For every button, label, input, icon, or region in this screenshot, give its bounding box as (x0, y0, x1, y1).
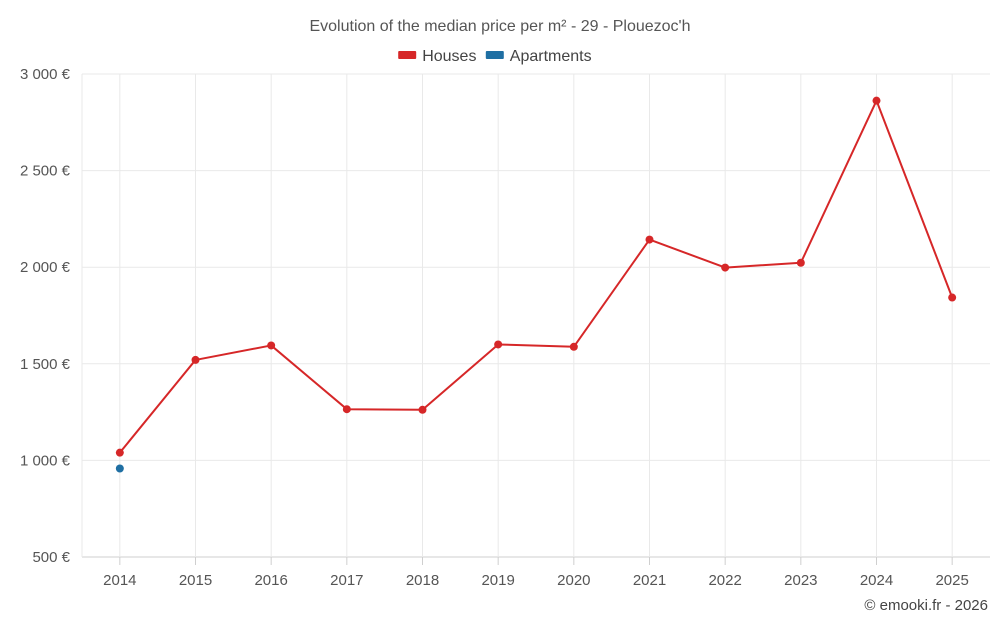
data-point-houses (191, 355, 200, 364)
legend-label-apartments: Apartments (510, 48, 592, 65)
y-tick-label: 1 500 € (20, 356, 71, 373)
data-point-houses (872, 96, 881, 105)
x-axis: 2014 2015 2016 2017 2018 2019 2020 2021 2022 2023… (103, 557, 969, 589)
y-tick-label: 3 000 € (20, 66, 71, 83)
y-tick-label: 2 000 € (20, 259, 71, 276)
data-point-houses (569, 342, 578, 351)
y-tick-label: 500 € (32, 549, 70, 566)
x-tick-label: 2018 (406, 572, 439, 589)
x-tick-label: 2019 (481, 572, 514, 589)
x-tick-label: 2021 (633, 572, 666, 589)
x-tick-label: 2014 (103, 572, 136, 589)
grid (81, 73, 990, 558)
legend-swatch-houses (398, 51, 417, 59)
legend-swatch-apartments (485, 51, 504, 59)
data-point-houses (645, 235, 654, 244)
data-point-houses (796, 258, 805, 267)
series-layer (115, 96, 957, 473)
data-point-houses (948, 293, 957, 302)
x-tick-label: 2017 (330, 572, 363, 589)
x-tick-label: 2025 (935, 572, 968, 589)
x-tick-label: 2022 (708, 572, 741, 589)
data-point-houses (267, 341, 276, 350)
chart-title: Evolution of the median price per m² - 2… (309, 18, 690, 35)
data-point-houses (342, 405, 351, 414)
legend: Houses Apartments (398, 48, 592, 65)
credit-text: © emooki.fr - 2026 (864, 597, 988, 614)
y-tick-label: 2 500 € (20, 163, 71, 180)
data-point-apartments (115, 464, 124, 473)
x-tick-label: 2015 (179, 572, 212, 589)
x-tick-label: 2020 (557, 572, 590, 589)
data-point-houses (115, 448, 124, 457)
legend-label-houses: Houses (422, 48, 476, 65)
x-tick-label: 2024 (860, 572, 893, 589)
series-line-houses (119, 99, 954, 454)
x-tick-label: 2016 (254, 572, 287, 589)
x-tick-label: 2023 (784, 572, 817, 589)
y-tick-label: 1 000 € (20, 452, 71, 469)
y-axis: 500 € 1 000 € 1 500 € 2 000 € 2 500 € 3 000 € (20, 66, 71, 566)
data-point-houses (494, 340, 503, 349)
data-point-houses (418, 405, 427, 414)
data-point-houses (721, 263, 730, 272)
